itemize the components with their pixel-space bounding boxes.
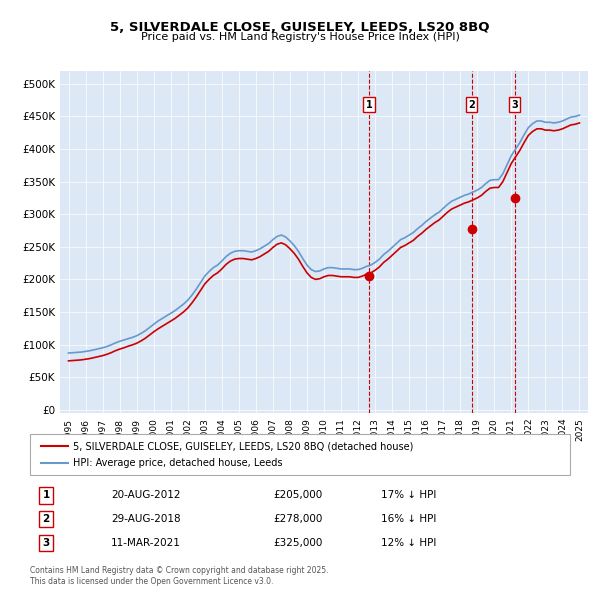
Text: 2: 2 xyxy=(468,100,475,110)
Text: 5, SILVERDALE CLOSE, GUISELEY, LEEDS, LS20 8BQ (detached house): 5, SILVERDALE CLOSE, GUISELEY, LEEDS, LS… xyxy=(73,441,413,451)
Text: £325,000: £325,000 xyxy=(273,538,322,548)
Text: £278,000: £278,000 xyxy=(273,514,322,525)
Text: 16% ↓ HPI: 16% ↓ HPI xyxy=(381,514,436,525)
Text: 1: 1 xyxy=(43,490,50,500)
Text: HPI: Average price, detached house, Leeds: HPI: Average price, detached house, Leed… xyxy=(73,458,283,468)
FancyBboxPatch shape xyxy=(30,434,570,475)
Text: 2: 2 xyxy=(43,514,50,525)
Text: £205,000: £205,000 xyxy=(273,490,322,500)
Text: 3: 3 xyxy=(511,100,518,110)
Text: 17% ↓ HPI: 17% ↓ HPI xyxy=(381,490,436,500)
Text: 29-AUG-2018: 29-AUG-2018 xyxy=(111,514,181,525)
Text: 3: 3 xyxy=(43,538,50,548)
Text: 11-MAR-2021: 11-MAR-2021 xyxy=(111,538,181,548)
Text: Contains HM Land Registry data © Crown copyright and database right 2025.
This d: Contains HM Land Registry data © Crown c… xyxy=(30,566,329,586)
Text: 12% ↓ HPI: 12% ↓ HPI xyxy=(381,538,436,548)
Text: 1: 1 xyxy=(365,100,373,110)
Text: 20-AUG-2012: 20-AUG-2012 xyxy=(111,490,181,500)
Text: 5, SILVERDALE CLOSE, GUISELEY, LEEDS, LS20 8BQ: 5, SILVERDALE CLOSE, GUISELEY, LEEDS, LS… xyxy=(110,21,490,34)
Text: Price paid vs. HM Land Registry's House Price Index (HPI): Price paid vs. HM Land Registry's House … xyxy=(140,32,460,42)
